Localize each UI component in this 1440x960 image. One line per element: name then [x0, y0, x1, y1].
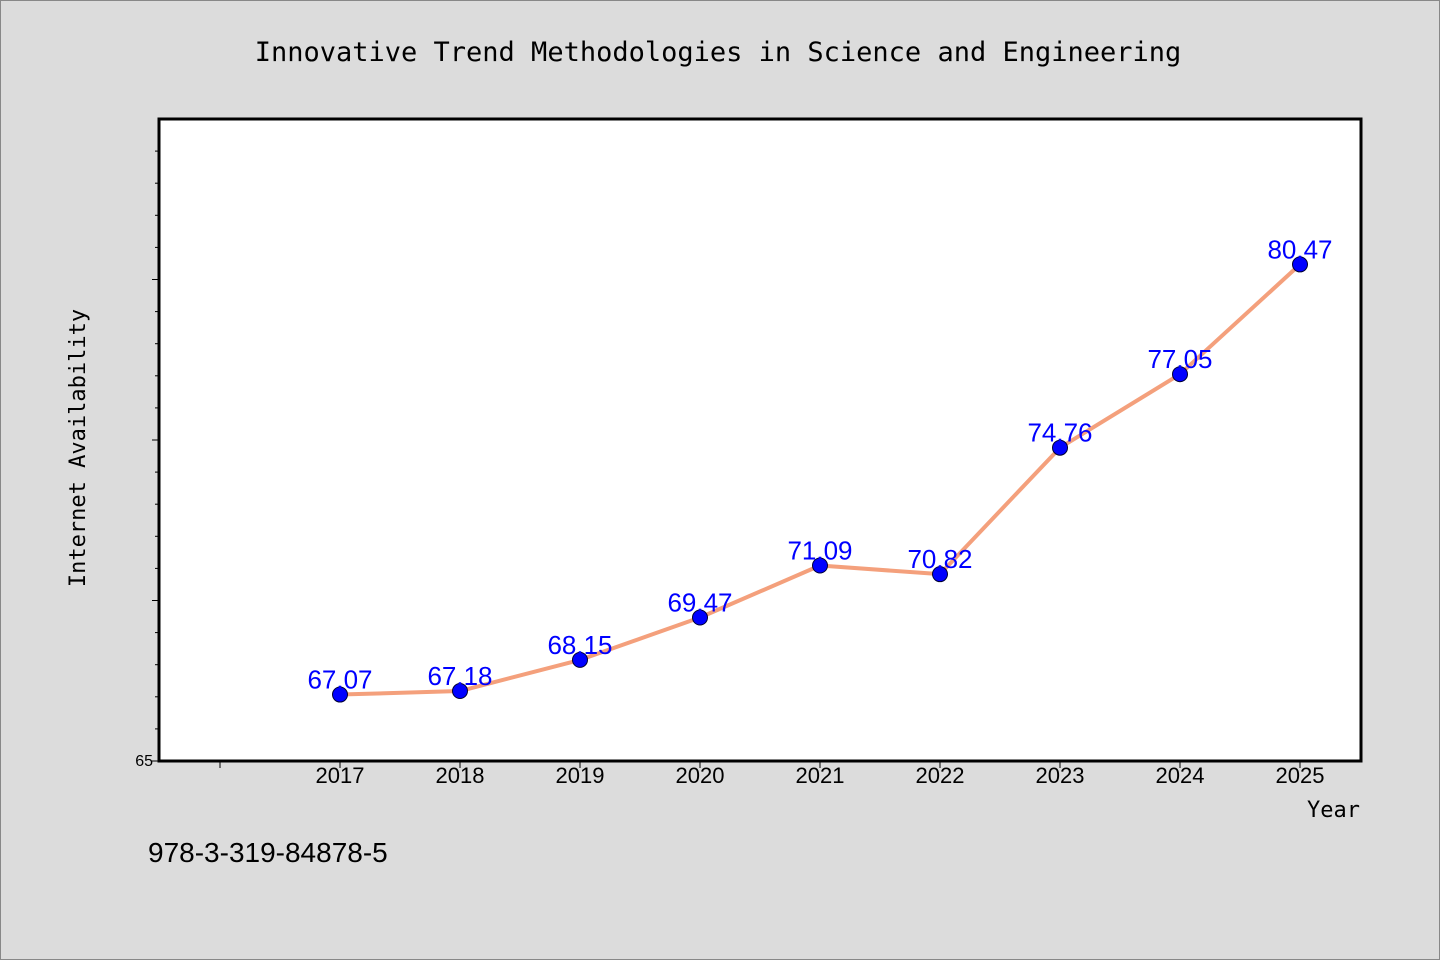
x-tick-label-2019: 2019	[556, 763, 605, 788]
data-point-2025	[1292, 256, 1308, 273]
y-tick-label-65: 65	[135, 753, 153, 770]
x-tick-label-2018: 2018	[436, 763, 485, 788]
data-label-2025: 80.47	[1267, 234, 1332, 264]
x-tick-label-2017: 2017	[316, 763, 365, 788]
data-point-2018	[452, 683, 468, 700]
data-point-2020	[692, 609, 708, 626]
data-label-2022: 70.82	[907, 544, 972, 574]
data-label-2023: 74.76	[1027, 418, 1092, 448]
data-label-2019: 68.15	[547, 630, 612, 660]
y-axis-ticks	[152, 150, 159, 762]
data-label-2021: 71.09	[787, 536, 852, 566]
x-tick-label-2025: 2025	[1276, 763, 1325, 788]
x-tick-label-2024: 2024	[1156, 763, 1205, 788]
chart-title: Innovative Trend Methodologies in Scienc…	[255, 37, 1182, 68]
data-point-2024	[1172, 366, 1188, 383]
data-label-2018: 67.18	[427, 661, 492, 691]
x-tick-label-2020: 2020	[676, 763, 725, 788]
x-tick-label-2022: 2022	[916, 763, 965, 788]
data-point-2023	[1052, 439, 1068, 456]
plot-area	[157, 117, 1363, 763]
series-group: 67.07 67.18 68.15 69.47 71.09 70.82 74.76 77.05…	[307, 234, 1333, 703]
data-point-2019	[572, 651, 588, 668]
y-axis-label: Internet Availability	[66, 309, 91, 587]
data-point-2017	[332, 686, 348, 703]
data-label-2020: 69.47	[667, 588, 732, 618]
data-point-2022	[932, 566, 948, 583]
x-axis-label: Year	[1307, 798, 1360, 823]
x-tick-label-2021: 2021	[796, 763, 845, 788]
x-axis-ticks: 2017 2018 2019 2020 2021 2022 2023 2024 2025	[219, 761, 1325, 788]
data-point-2021	[812, 557, 828, 574]
data-label-2017: 67.07	[307, 665, 372, 695]
data-label-2024: 77.05	[1147, 344, 1212, 374]
x-tick-label-2023: 2023	[1036, 763, 1085, 788]
isbn-footer: 978-3-319-84878-5	[148, 837, 388, 868]
